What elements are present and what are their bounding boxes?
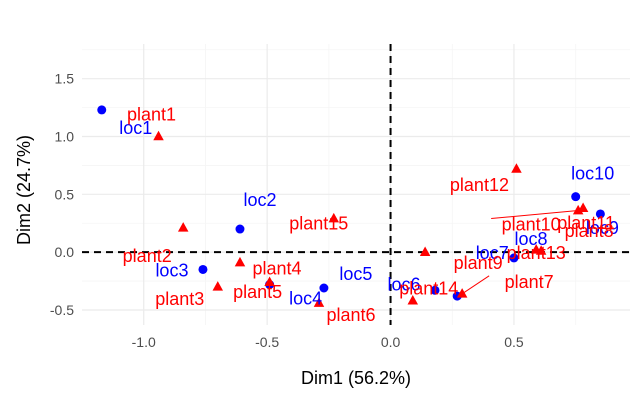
point-plant7 bbox=[456, 288, 468, 298]
label-loc6: loc6 bbox=[387, 274, 420, 294]
label-loc5: loc5 bbox=[339, 264, 372, 284]
label-loc4: loc4 bbox=[289, 289, 322, 309]
point-loc1 bbox=[97, 105, 107, 115]
label-plant8: plant8 bbox=[565, 221, 614, 241]
label-loc10: loc10 bbox=[571, 164, 614, 184]
point-plant1 bbox=[153, 130, 164, 141]
label-plant12: plant12 bbox=[450, 175, 509, 195]
label-loc9: loc9 bbox=[586, 218, 619, 238]
point-plant13 bbox=[530, 244, 542, 254]
point-plant15 bbox=[328, 212, 340, 223]
label-plant3: plant3 bbox=[155, 289, 204, 309]
label-plant2: plant2 bbox=[123, 246, 172, 266]
point-plant12 bbox=[511, 163, 522, 173]
x-tick-label: 0.5 bbox=[504, 334, 524, 350]
y-tick-label: 1.5 bbox=[55, 71, 75, 87]
y-tick-label: -0.5 bbox=[50, 302, 74, 318]
connector-plant7 bbox=[461, 275, 490, 295]
point-plant2 bbox=[177, 222, 189, 232]
label-plant4: plant4 bbox=[252, 259, 301, 279]
label-plant15: plant15 bbox=[289, 214, 348, 234]
y-tick-label: 0.0 bbox=[55, 244, 75, 260]
point-plant6 bbox=[313, 297, 325, 307]
y-tick-label: 0.5 bbox=[55, 186, 75, 202]
x-tick-label: -1.0 bbox=[132, 334, 156, 350]
label-connectors bbox=[461, 210, 579, 295]
grid bbox=[82, 44, 630, 325]
label-plant11: plant11 bbox=[557, 213, 615, 233]
point-loc9 bbox=[595, 209, 605, 219]
point-loc5 bbox=[319, 283, 329, 293]
label-loc1: loc1 bbox=[119, 118, 152, 138]
axis-ticks: -1.0 -0.5 0.0 0.5 -0.5 0.0 0.5 1.0 1.5 bbox=[50, 71, 524, 350]
point-loc10 bbox=[571, 192, 581, 202]
point-loc2 bbox=[235, 224, 245, 234]
point-plant14 bbox=[407, 295, 419, 305]
label-plant6: plant6 bbox=[326, 305, 375, 325]
label-plant7: plant7 bbox=[505, 272, 554, 292]
label-plant5: plant5 bbox=[233, 282, 282, 302]
label-plant9: plant9 bbox=[454, 253, 503, 273]
label-loc2: loc2 bbox=[243, 190, 276, 210]
point-plant11 bbox=[577, 202, 589, 213]
label-plant14: plant14 bbox=[399, 279, 458, 299]
label-plant13: plant13 bbox=[507, 243, 566, 263]
x-tick-label: -0.5 bbox=[255, 334, 279, 350]
y-axis-title: Dim2 (24.7%) bbox=[14, 135, 34, 245]
point-loc6 bbox=[430, 285, 440, 295]
point-plant3 bbox=[212, 281, 224, 291]
point-loc8 bbox=[509, 253, 519, 263]
label-loc8: loc8 bbox=[514, 229, 547, 249]
point-marks bbox=[97, 105, 605, 307]
point-plant9 bbox=[419, 246, 431, 256]
label-plant10: plant10 bbox=[502, 215, 561, 235]
label-loc7: loc7 bbox=[476, 243, 509, 263]
x-axis-title: Dim1 (56.2%) bbox=[301, 368, 411, 388]
point-plant4 bbox=[234, 256, 246, 267]
label-loc3: loc3 bbox=[155, 260, 188, 280]
connector-plant10 bbox=[491, 210, 579, 220]
y-tick-label: 1.0 bbox=[55, 129, 75, 145]
label-plant1: plant1 bbox=[127, 105, 176, 125]
point-plant5 bbox=[264, 276, 275, 287]
point-loc3 bbox=[198, 264, 208, 274]
x-tick-label: 0.0 bbox=[381, 334, 401, 350]
